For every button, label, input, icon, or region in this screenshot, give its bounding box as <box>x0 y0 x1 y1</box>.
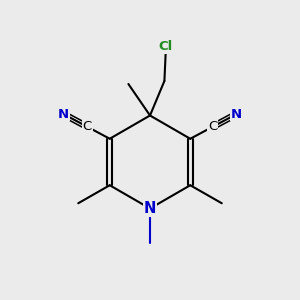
Text: Cl: Cl <box>159 40 173 53</box>
Text: N: N <box>58 107 69 121</box>
Text: N: N <box>231 107 242 121</box>
Text: C: C <box>208 120 218 133</box>
Text: N: N <box>144 201 156 216</box>
Text: C: C <box>82 120 92 133</box>
